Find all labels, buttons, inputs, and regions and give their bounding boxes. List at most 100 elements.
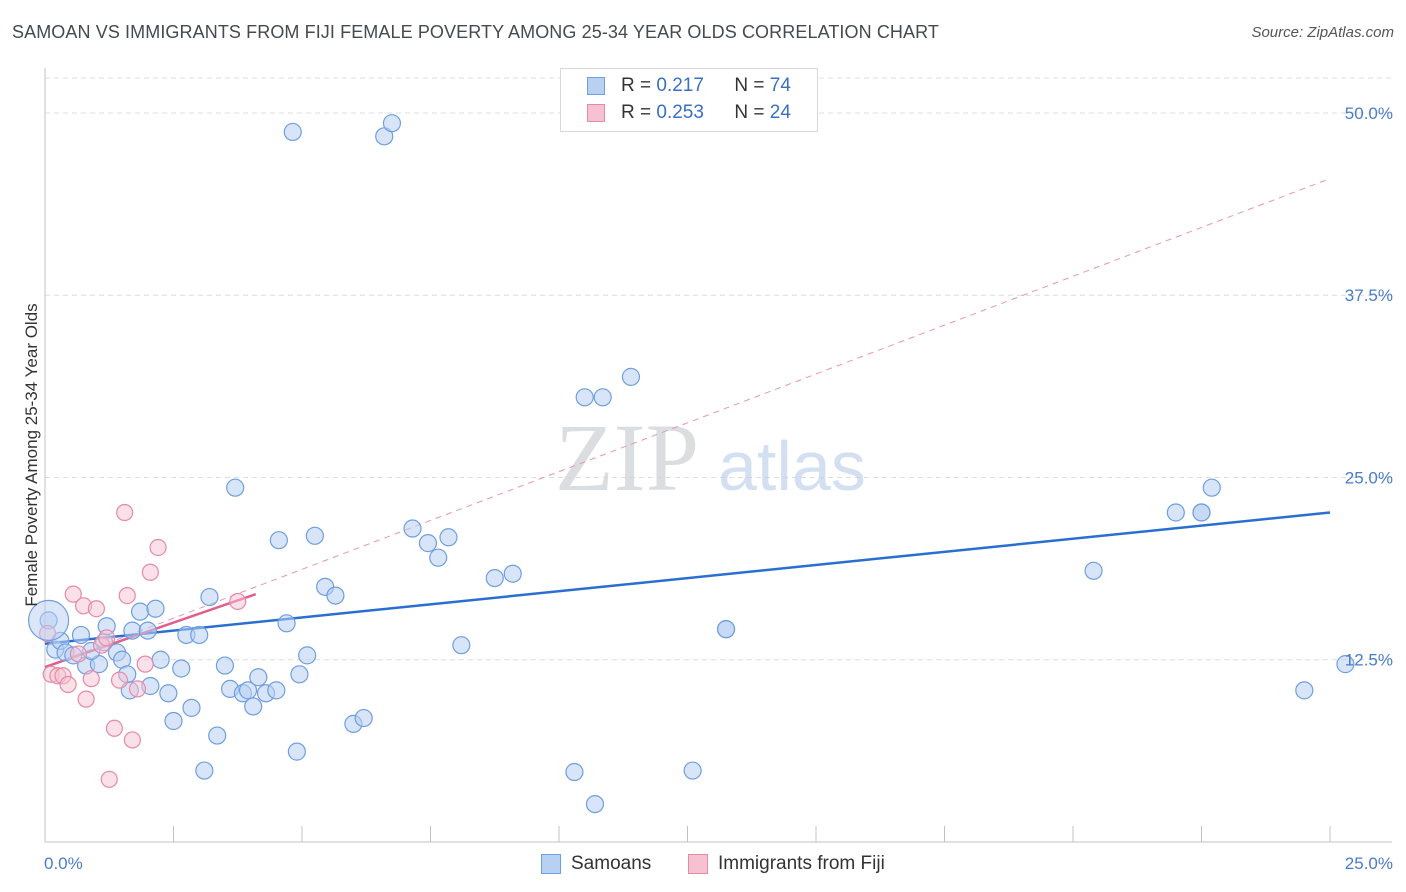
fiji-point bbox=[100, 770, 118, 788]
samoans-point bbox=[1295, 681, 1314, 700]
samoans-point-large bbox=[27, 599, 70, 641]
fiji-point bbox=[105, 719, 123, 737]
fiji-point bbox=[141, 563, 159, 581]
fiji-point bbox=[87, 600, 106, 618]
samoans-point bbox=[354, 708, 373, 728]
samoans-point bbox=[200, 587, 219, 607]
legend-r-label: R = bbox=[621, 75, 652, 96]
y-tick-label: 25.0% bbox=[1345, 468, 1393, 487]
samoans-point bbox=[226, 478, 245, 497]
legend-n-value: 74 bbox=[769, 75, 791, 96]
samoans-point bbox=[429, 548, 448, 567]
samoans-point bbox=[575, 388, 594, 407]
legend-n-label: N = bbox=[734, 75, 765, 96]
fiji-point bbox=[136, 655, 154, 673]
samoans-point bbox=[249, 668, 268, 687]
fiji-point bbox=[64, 585, 82, 603]
samoans-point bbox=[716, 620, 736, 639]
samoans-point bbox=[267, 681, 286, 700]
legend-r-label: R = bbox=[621, 102, 652, 123]
samoans-point bbox=[238, 681, 258, 700]
samoans-point bbox=[403, 519, 422, 538]
samoans-point bbox=[164, 711, 183, 731]
fiji-point bbox=[116, 503, 134, 522]
legend-r-value: 0.253 bbox=[656, 102, 704, 123]
samoans-legend-label: Samoans bbox=[571, 853, 652, 874]
samoans-point bbox=[1166, 503, 1185, 522]
samoans-point bbox=[130, 602, 150, 621]
samoans-point bbox=[123, 621, 142, 640]
axes bbox=[44, 68, 1392, 843]
samoans-point bbox=[382, 114, 402, 133]
watermark-zip: ZIP bbox=[555, 404, 699, 511]
samoans-point bbox=[71, 625, 91, 645]
fiji-point bbox=[229, 592, 247, 611]
fiji-legend-swatch bbox=[688, 854, 708, 874]
samoans-point bbox=[269, 531, 288, 550]
samoans-point bbox=[159, 684, 178, 703]
samoans-point bbox=[208, 726, 227, 745]
correlation-legend: R = 0.217 N = 74 R = 0.253 N = 24 bbox=[560, 68, 818, 132]
samoans-point bbox=[593, 388, 612, 407]
legend-r-value: 0.217 bbox=[656, 75, 704, 96]
fiji-point bbox=[77, 690, 95, 708]
samoans-point bbox=[326, 586, 345, 605]
samoans-point bbox=[585, 794, 605, 814]
fiji-point bbox=[123, 731, 141, 749]
samoans-point bbox=[1192, 503, 1211, 522]
fiji-point bbox=[149, 538, 167, 557]
samoans-point bbox=[182, 698, 201, 717]
samoans-trend-line bbox=[44, 511, 1331, 645]
legend-item-fiji: Immigrants from Fiji bbox=[688, 852, 885, 876]
samoans-point bbox=[439, 528, 458, 547]
fiji-point bbox=[69, 645, 88, 663]
samoans-point bbox=[190, 625, 209, 645]
samoans-point bbox=[287, 742, 306, 761]
tick-labels: 12.5% 25.0% 37.5% 50.0% 0.0% 25.0% bbox=[44, 104, 1393, 873]
samoans-point bbox=[298, 646, 317, 665]
samoans-point bbox=[151, 650, 170, 669]
samoans-point bbox=[418, 534, 438, 553]
gridlines bbox=[45, 77, 1392, 661]
y-tick-label: 50.0% bbox=[1345, 104, 1393, 123]
watermark-atlas: atlas bbox=[718, 427, 866, 505]
samoans-point bbox=[283, 122, 302, 142]
samoans-point bbox=[244, 697, 263, 716]
samoans-point bbox=[621, 367, 641, 386]
samoans-point bbox=[1202, 478, 1221, 497]
fiji-point bbox=[82, 670, 100, 688]
legend-n-label: N = bbox=[734, 102, 765, 123]
fiji-point bbox=[98, 629, 116, 647]
x-tick-label-max: 25.0% bbox=[1345, 854, 1393, 873]
fiji-point bbox=[59, 675, 77, 694]
samoans-point bbox=[290, 665, 309, 684]
fiji-point bbox=[128, 680, 147, 698]
legend-n-value: 24 bbox=[769, 102, 791, 123]
y-axis-label: Female Poverty Among 25-34 Year Olds bbox=[22, 303, 41, 606]
samoans-point bbox=[305, 526, 324, 545]
y-tick-label: 37.5% bbox=[1345, 286, 1393, 305]
samoans-point bbox=[485, 568, 504, 588]
samoans-point bbox=[503, 564, 522, 583]
samoans-point bbox=[195, 761, 214, 780]
samoans-point bbox=[452, 636, 471, 655]
samoans-point bbox=[146, 599, 165, 618]
watermark: ZIP atlas bbox=[555, 404, 866, 511]
samoans-point bbox=[683, 761, 702, 780]
y-tick-label: 12.5% bbox=[1345, 651, 1393, 670]
samoans-point bbox=[1336, 655, 1355, 674]
legend-row-fiji: R = 0.253 N = 24 bbox=[587, 100, 791, 126]
data-points bbox=[27, 114, 1355, 814]
chart-title: SAMOAN VS IMMIGRANTS FROM FIJI FEMALE PO… bbox=[12, 22, 940, 42]
samoans-point bbox=[277, 614, 296, 633]
legend-row-samoans: R = 0.217 N = 74 bbox=[587, 73, 791, 99]
fiji-legend-label: Immigrants from Fiji bbox=[718, 853, 885, 874]
samoans-point bbox=[138, 621, 157, 640]
samoans-point bbox=[565, 762, 584, 782]
fiji-point bbox=[110, 671, 129, 689]
samoans-point bbox=[172, 659, 191, 678]
fiji-trend-extended bbox=[44, 178, 1331, 668]
samoans-point bbox=[1084, 561, 1103, 580]
fiji-point bbox=[118, 586, 136, 605]
